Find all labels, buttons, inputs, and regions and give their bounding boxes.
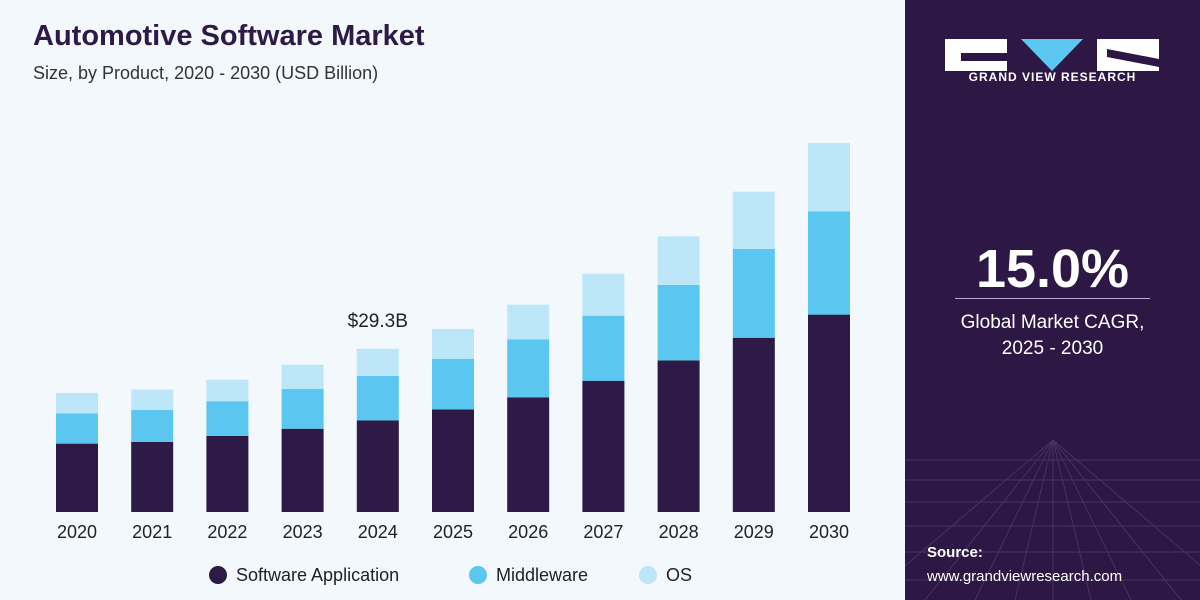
source-label: Source: xyxy=(927,544,983,561)
bar-os-2029 xyxy=(732,191,775,249)
x-tick-label-2026: 2026 xyxy=(508,522,548,542)
cagr-divider xyxy=(955,298,1150,299)
bar-os-2021 xyxy=(131,389,174,410)
bar-software-application-2030 xyxy=(808,314,850,512)
bar-software-application-2021 xyxy=(131,441,174,512)
bar-software-application-2029 xyxy=(732,337,775,512)
cagr-value: 15.0% xyxy=(975,239,1130,299)
bar-software-application-2023 xyxy=(281,428,324,512)
data-label-2024: $29.3B xyxy=(348,311,408,332)
x-tick-label-2022: 2022 xyxy=(207,522,247,542)
decorative-grid xyxy=(905,440,1200,600)
bar-software-application-2025 xyxy=(432,409,474,512)
bar-middleware-2028 xyxy=(657,284,700,361)
x-tick-label-2024: 2024 xyxy=(358,522,398,542)
source-url[interactable]: www.grandviewresearch.com xyxy=(927,568,1123,585)
bar-os-2024 xyxy=(356,348,399,376)
x-tick-label-2025: 2025 xyxy=(433,522,473,542)
x-tick-label-2023: 2023 xyxy=(283,522,323,542)
bar-middleware-2030 xyxy=(808,211,850,315)
legend-marker-os xyxy=(639,566,657,584)
legend-label-middleware: Middleware xyxy=(496,565,588,585)
bar-chart: 2020 2021 2022 2023 2024 $29.3B 2025 2026 2027 20… xyxy=(56,143,850,585)
x-tick-label-2029: 2029 xyxy=(734,522,774,542)
bar-middleware-2024 xyxy=(356,375,399,421)
bar-middleware-2020 xyxy=(56,413,98,444)
bar-os-2023 xyxy=(281,364,324,390)
legend-marker-middleware xyxy=(469,566,487,584)
brand-name: GRAND VIEW RESEARCH xyxy=(968,70,1137,84)
bar-middleware-2023 xyxy=(281,389,324,429)
bar-software-application-2024 xyxy=(356,420,399,512)
bar-middleware-2025 xyxy=(432,358,474,410)
info-sidebar: GRAND VIEW RESEARCH 15.0% Global Market … xyxy=(905,0,1200,600)
chart-subtitle: Size, by Product, 2020 - 2030 (USD Billi… xyxy=(33,63,379,83)
bar-software-application-2020 xyxy=(56,443,98,512)
bar-os-2028 xyxy=(657,236,700,285)
x-tick-label-2030: 2030 xyxy=(809,522,849,542)
cagr-caption: Global Market CAGR, 2025 - 2030 xyxy=(905,310,1200,362)
legend-marker-software-application xyxy=(209,566,227,584)
x-tick-label-2020: 2020 xyxy=(57,522,97,542)
bar-middleware-2022 xyxy=(206,401,249,436)
bar-software-application-2027 xyxy=(582,380,625,512)
bar-middleware-2026 xyxy=(507,339,550,398)
x-tick-label-2028: 2028 xyxy=(659,522,699,542)
brand-logo-icon xyxy=(945,39,1159,71)
bar-middleware-2027 xyxy=(582,315,625,381)
bar-os-2030 xyxy=(808,143,850,212)
x-tick-label-2021: 2021 xyxy=(132,522,172,542)
bar-middleware-2021 xyxy=(131,409,174,442)
bar-software-application-2028 xyxy=(657,360,700,512)
legend-label-os: OS xyxy=(666,565,692,585)
bar-software-application-2026 xyxy=(507,397,550,512)
x-tick-label-2027: 2027 xyxy=(583,522,623,542)
bar-os-2020 xyxy=(56,392,98,414)
cagr-label: Global Market CAGR, xyxy=(960,312,1145,333)
bar-software-application-2022 xyxy=(206,435,249,512)
bar-os-2027 xyxy=(582,273,625,316)
bar-os-2026 xyxy=(507,304,550,340)
bar-os-2022 xyxy=(206,379,249,402)
bar-os-2025 xyxy=(432,328,474,359)
bar-middleware-2029 xyxy=(732,248,775,338)
cagr-period: 2025 - 2030 xyxy=(1001,338,1104,359)
chart-panel: Automotive Software Market Size, by Prod… xyxy=(33,20,850,585)
legend-label-software-application: Software Application xyxy=(236,565,399,585)
chart-title: Automotive Software Market xyxy=(33,20,425,52)
